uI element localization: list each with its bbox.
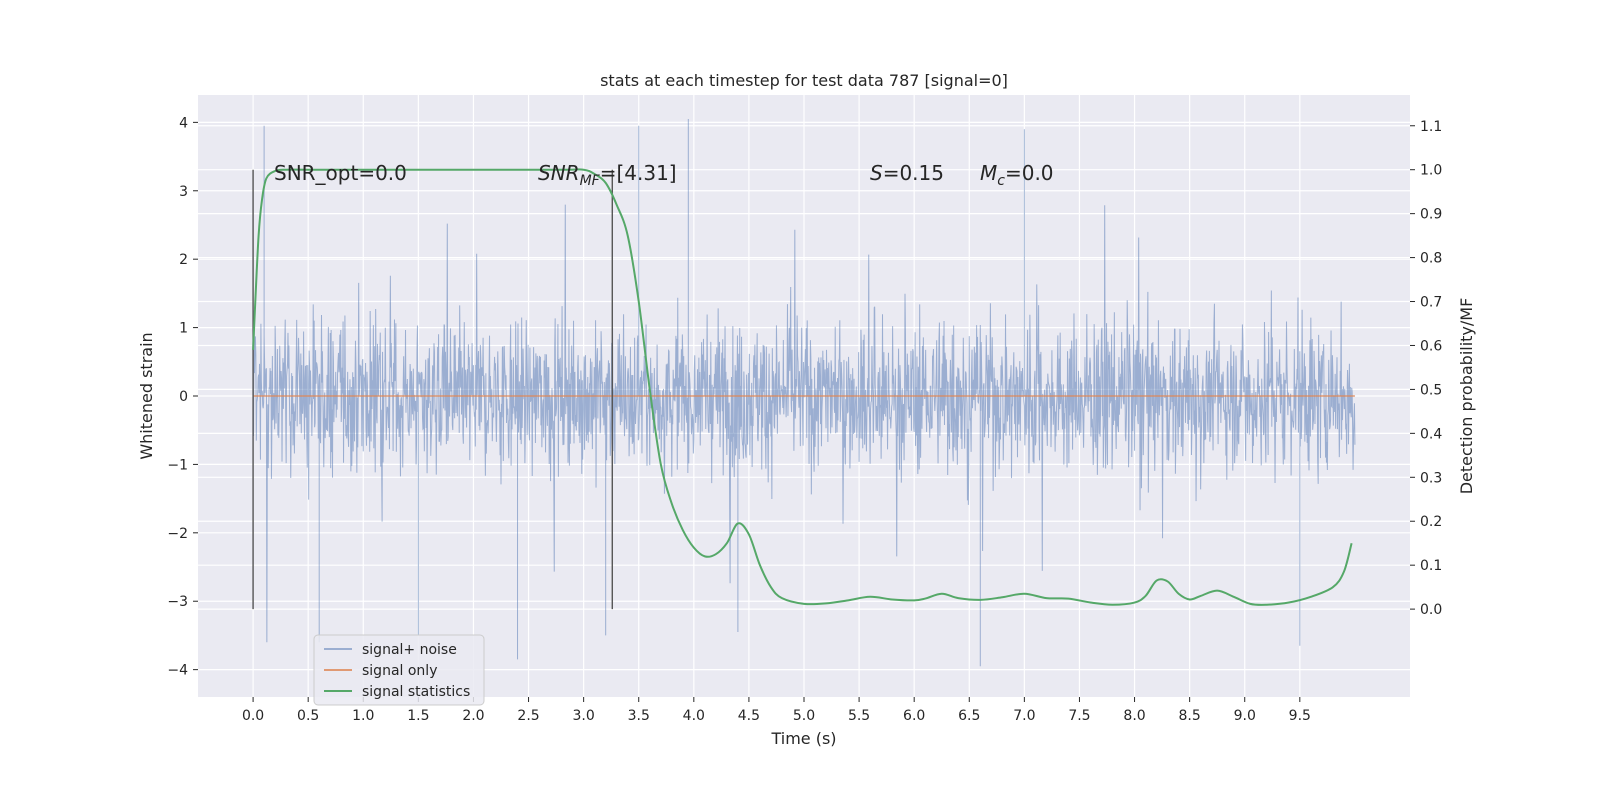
statistics-line-group	[252, 168, 1353, 606]
s-symbol: S	[870, 161, 883, 185]
noise-trace	[252, 118, 1356, 667]
y-right-tick-label: 0.3	[1420, 470, 1442, 486]
x-tick-label: 1.5	[407, 708, 429, 724]
x-tick-label: 4.0	[683, 708, 705, 724]
x-tick-label: 0.5	[297, 708, 319, 724]
legend: signal+ noise signal only signal statistic…	[313, 634, 485, 706]
x-tick-label: 4.5	[738, 708, 760, 724]
y-right-tick-label: 1.0	[1420, 163, 1442, 179]
snr-mf-value: =[4.31]	[600, 161, 677, 185]
y-right-tick-label: 0.5	[1420, 382, 1442, 398]
annotation-s: S=0.15	[870, 161, 944, 185]
signal-statistics-line	[252, 168, 1353, 606]
y-right-tick-label: 0.7	[1420, 295, 1442, 311]
y-tick-label: 0	[179, 389, 188, 405]
annotation-snr-opt: SNR_opt=0.0	[274, 161, 407, 185]
x-tick-label: 6.0	[903, 708, 925, 724]
y-right-axis-label: Detection probability/MF	[1457, 298, 1476, 495]
y-tick-label: −2	[167, 526, 188, 542]
y-tick-label: 2	[179, 252, 188, 268]
y-right-tick-label: 0.8	[1420, 251, 1442, 267]
x-tick-label: 9.5	[1289, 708, 1311, 724]
x-tick-label: 9.0	[1234, 708, 1256, 724]
y-right-tick-label: 0.0	[1420, 602, 1442, 618]
mc-value: =0.0	[1005, 161, 1054, 185]
y-right-tick-label: 1.1	[1420, 119, 1442, 135]
x-tick-label: 3.5	[628, 708, 650, 724]
x-tick-label: 5.5	[848, 708, 870, 724]
snr-mf-symbol: SNR	[538, 161, 580, 185]
x-tick-label: 8.5	[1179, 708, 1201, 724]
y-right-tick-label: 0.1	[1420, 558, 1442, 574]
x-tick-label: 0.0	[242, 708, 264, 724]
s-value: =0.15	[883, 161, 944, 185]
annotation-snr-mf: SNRMF=[4.31]	[538, 161, 677, 189]
signal-noise-line	[252, 118, 1356, 667]
y-tick-label: −3	[167, 594, 188, 610]
x-tick-label: 7.0	[1013, 708, 1035, 724]
x-tick-label: 3.0	[573, 708, 595, 724]
y-tick-label: −4	[167, 663, 188, 679]
y-right-tick-label: 0.9	[1420, 207, 1442, 223]
y-tick-labels: 4 3 2 1 0 −1 −2 −3 −4	[167, 115, 198, 679]
y-right-tick-label: 0.4	[1420, 426, 1442, 442]
y-right-tick-label: 0.6	[1420, 338, 1442, 354]
chart-title: stats at each timestep for test data 787…	[600, 71, 1008, 90]
snr-mf-subscript: MF	[580, 173, 601, 189]
x-tick-label: 8.0	[1123, 708, 1145, 724]
mc-subscript: c	[997, 173, 1005, 189]
legend-box	[313, 634, 485, 706]
x-tick-label: 5.0	[793, 708, 815, 724]
annotation-mc: Mc=0.0	[980, 161, 1054, 189]
x-tick-label: 1.0	[352, 708, 374, 724]
vertical-markers	[252, 169, 613, 610]
x-axis-label: Time (s)	[770, 729, 836, 748]
x-tick-label: 2.5	[517, 708, 539, 724]
legend-label: signal only	[362, 663, 437, 679]
x-tick-label: 7.5	[1068, 708, 1090, 724]
x-tick-label: 2.0	[462, 708, 484, 724]
y-axis-label: Whitened strain	[137, 332, 156, 459]
y-tick-label: 4	[179, 115, 188, 131]
y-tick-label: 1	[179, 321, 188, 337]
y-right-tick-labels: 1.1 1.0 0.9 0.8 0.7 0.6 0.5 0.4 0.3 0.2 0.1 0.0	[1410, 119, 1442, 618]
y-right-tick-label: 0.2	[1420, 514, 1442, 530]
x-tick-labels: 0.0 0.5 1.0 1.5 2.0 2.5 3.0 3.5 4.0 4.5 5.0 5.5 6.0 6…	[242, 697, 1311, 724]
y-tick-label: 3	[179, 184, 188, 200]
legend-label: signal+ noise	[362, 642, 457, 658]
y-tick-label: −1	[167, 457, 188, 473]
x-tick-label: 6.5	[958, 708, 980, 724]
legend-label: signal statistics	[362, 684, 470, 700]
mc-symbol: M	[980, 161, 997, 185]
